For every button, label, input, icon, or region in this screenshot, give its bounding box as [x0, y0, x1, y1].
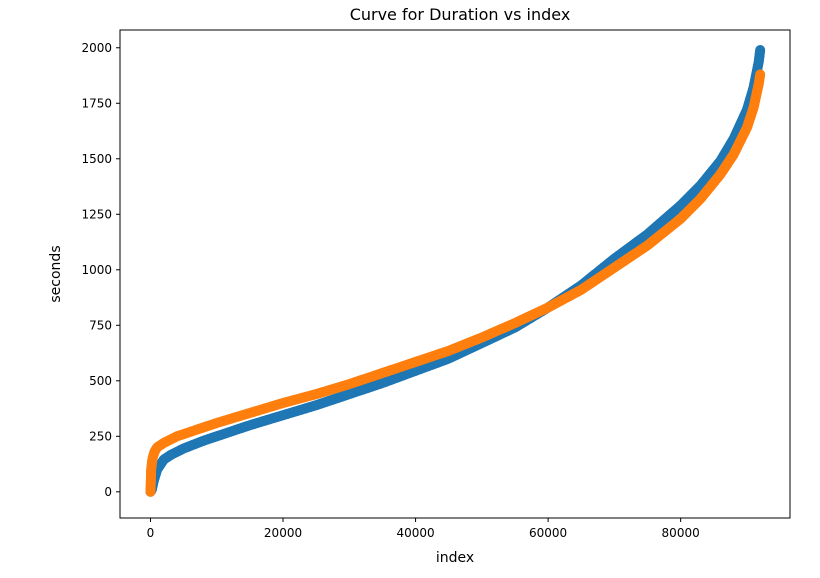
- series-1-point: [278, 410, 289, 421]
- series-2-point: [185, 426, 196, 437]
- series-2-point: [715, 169, 726, 180]
- y-tick-label: 0: [104, 485, 112, 499]
- series-2-point: [728, 149, 739, 160]
- x-tick-label: 40000: [396, 526, 434, 540]
- series-1-point: [410, 365, 421, 376]
- x-tick-label: 20000: [264, 526, 302, 540]
- y-axis-label: seconds: [48, 245, 64, 302]
- series-1-point: [178, 443, 189, 454]
- series-2-point: [695, 193, 706, 204]
- series-2-point: [748, 102, 759, 113]
- y-tick-label: 1750: [81, 96, 112, 110]
- series-1-point: [753, 56, 764, 67]
- series-2-point: [146, 464, 157, 475]
- y-tick-label: 500: [89, 374, 112, 388]
- series-2-point: [158, 437, 169, 448]
- y-axis-ticks: 0 250 500 750 1000 1250 1500 1750 2000: [81, 41, 120, 499]
- series-layer: [145, 44, 766, 497]
- series-2-point: [211, 417, 222, 428]
- series-1-point: [755, 44, 766, 55]
- x-tick-label: 0: [147, 526, 155, 540]
- y-tick-label: 1250: [81, 207, 112, 221]
- series-2-point: [576, 284, 587, 295]
- series-2-point: [755, 69, 766, 80]
- series-2-point: [410, 356, 421, 367]
- series-2-point: [509, 318, 520, 329]
- series-1-point: [344, 389, 355, 400]
- series-1-point: [211, 431, 222, 442]
- series-1-point: [377, 378, 388, 389]
- series-1-point: [244, 420, 255, 431]
- y-tick-label: 750: [89, 318, 112, 332]
- series-2-point: [675, 213, 686, 224]
- y-tick-label: 1000: [81, 263, 112, 277]
- series-2-point: [145, 486, 156, 497]
- y-tick-label: 2000: [81, 41, 112, 55]
- y-tick-label: 250: [89, 429, 112, 443]
- series-2-point: [609, 262, 620, 273]
- series-2-point: [311, 389, 322, 400]
- x-axis-label: index: [436, 550, 474, 566]
- series-2-point: [642, 240, 653, 251]
- chart-title: Curve for Duration vs index: [350, 5, 571, 24]
- series-1: [145, 44, 766, 497]
- series-2-point: [377, 368, 388, 379]
- series-2-point: [278, 397, 289, 408]
- series-2-point: [344, 379, 355, 390]
- series-1-point: [165, 450, 176, 461]
- series-1-point: [198, 435, 209, 446]
- x-tick-label: 60000: [529, 526, 567, 540]
- y-tick-label: 1500: [81, 152, 112, 166]
- x-tick-label: 80000: [662, 526, 700, 540]
- series-1-point: [675, 200, 686, 211]
- series-2-point: [476, 332, 487, 343]
- series-1-point: [642, 229, 653, 240]
- series-2-point: [443, 345, 454, 356]
- series-2-point: [741, 122, 752, 133]
- x-axis-ticks: 0 20000 40000 60000 80000: [147, 518, 700, 540]
- series-2-point: [171, 431, 182, 442]
- series-2-point: [543, 302, 554, 313]
- series-1-point: [311, 400, 322, 411]
- series-2-point: [244, 407, 255, 418]
- plot-area-frame: [119, 29, 791, 519]
- series-2-point: [753, 78, 764, 89]
- series-2: [145, 69, 766, 497]
